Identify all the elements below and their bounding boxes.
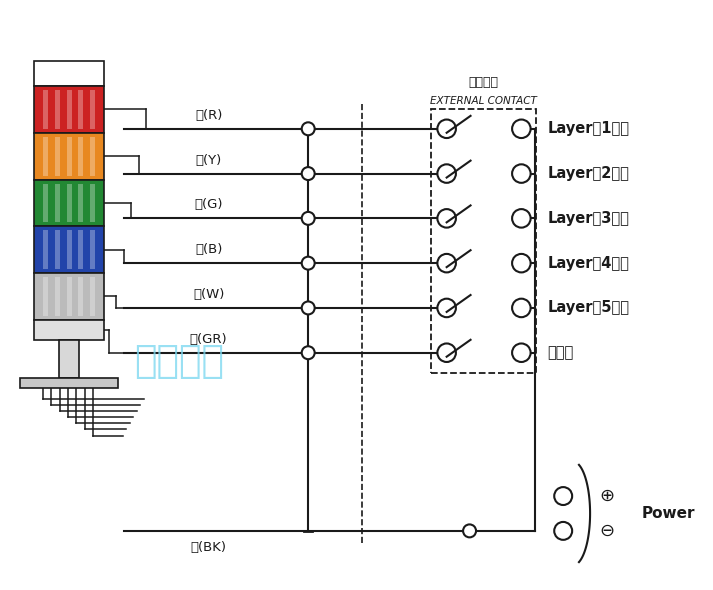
Bar xyxy=(43,277,48,316)
Bar xyxy=(43,183,48,222)
Bar xyxy=(55,137,60,176)
Bar xyxy=(66,230,71,269)
Bar xyxy=(90,183,95,222)
Bar xyxy=(34,273,104,320)
Bar xyxy=(66,90,71,129)
Text: Layer（1层）: Layer（1层） xyxy=(548,122,630,136)
Bar xyxy=(34,320,104,340)
Circle shape xyxy=(512,343,530,362)
Bar xyxy=(78,90,83,129)
Bar xyxy=(78,277,83,316)
Bar xyxy=(66,137,71,176)
Text: EXTERNAL CONTACT: EXTERNAL CONTACT xyxy=(430,96,537,106)
Circle shape xyxy=(463,525,476,537)
Text: 蓝(B): 蓝(B) xyxy=(195,243,222,256)
Circle shape xyxy=(302,122,314,135)
Circle shape xyxy=(302,167,314,180)
Circle shape xyxy=(437,120,456,138)
Circle shape xyxy=(554,522,572,540)
Circle shape xyxy=(302,346,314,359)
Circle shape xyxy=(512,254,530,273)
Bar xyxy=(34,227,104,273)
Circle shape xyxy=(437,299,456,317)
Bar xyxy=(20,378,118,388)
Bar xyxy=(34,86,104,133)
Text: Layer（4层）: Layer（4层） xyxy=(548,255,629,271)
Text: Power: Power xyxy=(642,506,695,521)
Bar xyxy=(43,90,48,129)
Text: 灰(GR): 灰(GR) xyxy=(190,333,227,346)
Circle shape xyxy=(437,165,456,183)
Bar xyxy=(34,133,104,179)
Circle shape xyxy=(512,299,530,317)
Circle shape xyxy=(437,209,456,228)
Circle shape xyxy=(512,165,530,183)
Bar xyxy=(78,230,83,269)
Circle shape xyxy=(512,209,530,228)
Bar xyxy=(55,277,60,316)
Bar xyxy=(78,137,83,176)
Circle shape xyxy=(512,120,530,138)
Text: Layer（2层）: Layer（2层） xyxy=(548,166,629,181)
Bar xyxy=(90,230,95,269)
Text: 启晰警灯: 启晰警灯 xyxy=(134,344,224,380)
Text: 外部接点: 外部接点 xyxy=(468,76,498,89)
Bar xyxy=(55,183,60,222)
Bar xyxy=(90,90,95,129)
Text: 绿(G): 绿(G) xyxy=(195,198,223,211)
Bar xyxy=(34,179,104,227)
Circle shape xyxy=(437,343,456,362)
Text: 白(W): 白(W) xyxy=(193,288,225,301)
Bar xyxy=(431,109,536,373)
Text: Layer（5层）: Layer（5层） xyxy=(548,300,630,316)
Circle shape xyxy=(302,212,314,225)
Text: Layer（3层）: Layer（3层） xyxy=(548,211,629,226)
Bar xyxy=(90,137,95,176)
Text: $\oplus$: $\oplus$ xyxy=(600,487,615,505)
Bar xyxy=(43,137,48,176)
Bar xyxy=(90,277,95,316)
Bar xyxy=(55,230,60,269)
Bar xyxy=(43,230,48,269)
Bar xyxy=(66,277,71,316)
Bar xyxy=(78,183,83,222)
Text: 黄(Y): 黄(Y) xyxy=(195,153,222,166)
Bar xyxy=(34,61,104,86)
Circle shape xyxy=(302,257,314,270)
Text: $\ominus$: $\ominus$ xyxy=(600,522,615,540)
Text: 蜂鸣器: 蜂鸣器 xyxy=(548,345,573,360)
Bar xyxy=(55,90,60,129)
Text: 红(R): 红(R) xyxy=(195,109,222,122)
Bar xyxy=(59,340,79,378)
Circle shape xyxy=(554,487,572,505)
Bar xyxy=(66,183,71,222)
Circle shape xyxy=(437,254,456,273)
Text: 黑(BK): 黑(BK) xyxy=(190,541,227,554)
Circle shape xyxy=(302,301,314,314)
